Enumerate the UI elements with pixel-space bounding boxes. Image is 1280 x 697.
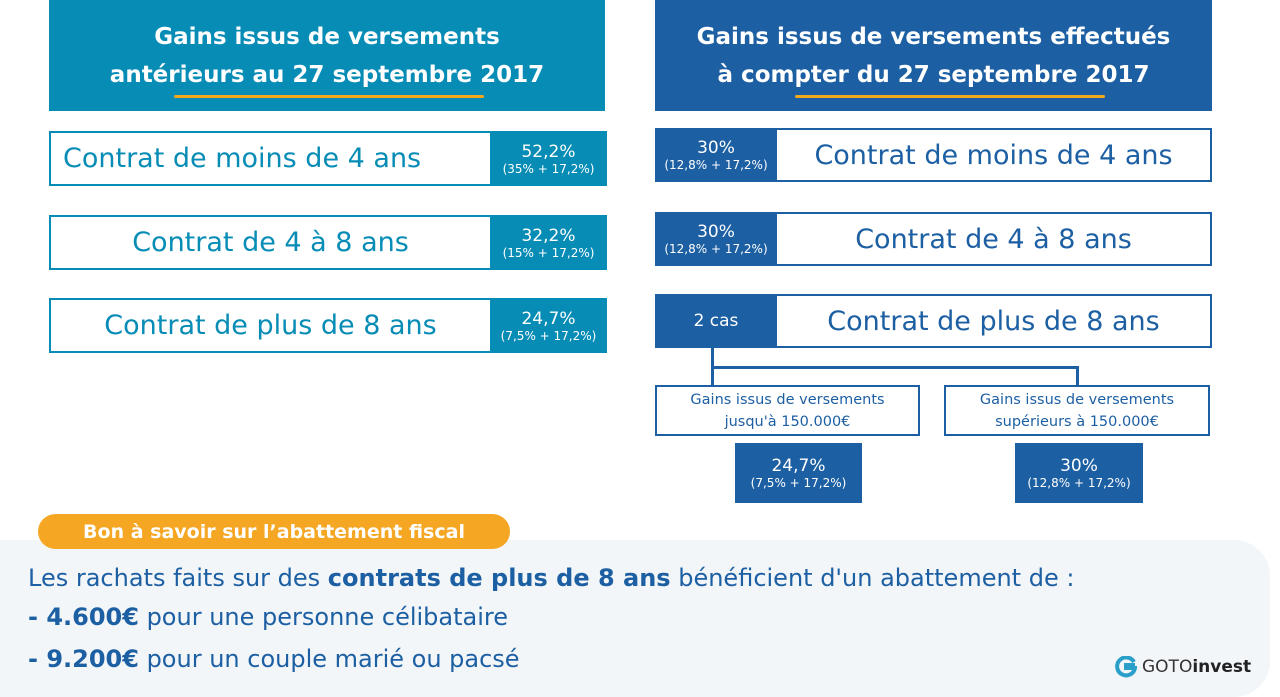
- case-line2: supérieurs à 150.000€: [995, 413, 1159, 430]
- rate-detail: (12,8% + 17,2%): [1027, 476, 1131, 490]
- rate-detail: (7,5% + 17,2%): [500, 328, 597, 343]
- left-title-line1: Gains issus de versements: [154, 23, 500, 50]
- rate: 24,7%: [521, 308, 576, 329]
- rate: 2 cas: [693, 311, 739, 331]
- rate-detail: (7,5% + 17,2%): [750, 476, 847, 490]
- connector: [711, 348, 714, 368]
- right-title-line1: Gains issus de versements effectués: [696, 23, 1171, 50]
- logo-g-icon: [1115, 656, 1137, 678]
- rate: 52,2%: [521, 141, 576, 162]
- right-row-label: Contrat de moins de 4 ans: [775, 128, 1212, 182]
- left-row-label: Contrat de plus de 8 ans: [49, 298, 492, 353]
- left-row-rate: 32,2% (15% + 17,2%): [490, 215, 607, 270]
- left-row-label: Contrat de moins de 4 ans: [49, 131, 492, 186]
- right-row-rate: 30% (12,8% + 17,2%): [655, 128, 777, 182]
- rate: 30%: [697, 222, 735, 242]
- rate-detail: (15% + 17,2%): [502, 245, 595, 260]
- left-header: Gains issus de versements antérieurs au …: [49, 0, 605, 111]
- right-title-line2: à compter du 27 septembre 2017: [717, 61, 1150, 88]
- note-panel: [0, 540, 1270, 697]
- rate-detail: (12,8% + 17,2%): [664, 158, 768, 172]
- right-row-rate: 2 cas: [655, 294, 777, 348]
- left-title-line2: antérieurs au 27 septembre 2017: [109, 61, 545, 88]
- right-row-label: Contrat de plus de 8 ans: [775, 294, 1212, 348]
- case-box-over-150000: Gains issus de versements supérieurs à 1…: [944, 385, 1210, 436]
- left-row-rate: 24,7% (7,5% + 17,2%): [490, 298, 607, 353]
- case-box-under-150000: Gains issus de versements jusqu'à 150.00…: [655, 385, 920, 436]
- note-line3: - 9.200€ pour un couple marié ou pacsé: [28, 645, 520, 673]
- case-rate-box: 30% (12,8% + 17,2%): [1015, 443, 1143, 503]
- rate: 32,2%: [521, 225, 576, 246]
- left-row-rate: 52,2% (35% + 17,2%): [490, 131, 607, 186]
- title-underline: [174, 95, 484, 98]
- case-rate-box: 24,7% (7,5% + 17,2%): [735, 443, 862, 503]
- case-line1: Gains issus de versements: [979, 391, 1175, 408]
- rate: 30%: [697, 138, 735, 158]
- title-underline: [795, 95, 1105, 98]
- rate: 24,7%: [771, 456, 826, 476]
- rate: 30%: [1060, 456, 1098, 476]
- right-header: Gains issus de versements effectués à co…: [655, 0, 1212, 111]
- case-line1: Gains issus de versements: [690, 391, 885, 408]
- rate-detail: (12,8% + 17,2%): [664, 242, 768, 256]
- note-line1: Les rachats faits sur des contrats de pl…: [28, 564, 1075, 592]
- note-badge: Bon à savoir sur l’abattement fiscal: [38, 514, 510, 549]
- logo: GOTOinvest: [1115, 656, 1251, 678]
- connector: [711, 366, 1078, 369]
- left-row-label: Contrat de 4 à 8 ans: [49, 215, 492, 270]
- case-line2: jusqu'à 150.000€: [724, 413, 851, 430]
- connector: [711, 366, 714, 386]
- connector: [1076, 366, 1079, 386]
- right-row-rate: 30% (12,8% + 17,2%): [655, 212, 777, 266]
- note-line2: - 4.600€ pour une personne célibataire: [28, 603, 509, 631]
- right-row-label: Contrat de 4 à 8 ans: [775, 212, 1212, 266]
- rate-detail: (35% + 17,2%): [502, 161, 595, 176]
